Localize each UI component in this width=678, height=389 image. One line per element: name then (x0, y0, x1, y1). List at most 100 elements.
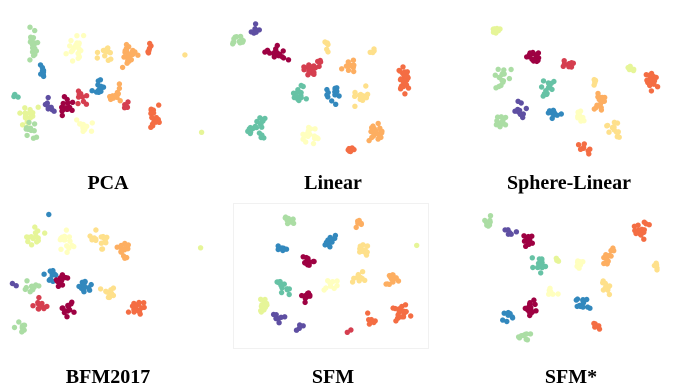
scatter-point (104, 46, 110, 52)
scatter-point (285, 57, 292, 63)
scatter-point (156, 102, 162, 108)
scatter-point (638, 232, 644, 238)
scatter-point (599, 94, 606, 101)
scatter-point (308, 126, 314, 132)
scatter-point (506, 75, 513, 82)
scatter-point (512, 108, 518, 114)
scatter-point (282, 215, 289, 221)
scatter-point (487, 213, 494, 219)
scatter-point (35, 104, 41, 110)
scatter-point (22, 105, 28, 111)
scatter-point (321, 287, 327, 293)
scatter-point (264, 302, 270, 308)
scatter-point (148, 124, 154, 130)
caption-sfm-star: SFM* (544, 366, 598, 388)
scatter-point (11, 324, 18, 331)
scatter-point (404, 69, 410, 75)
scatter-point (83, 93, 90, 99)
scatter-point (329, 279, 336, 285)
scatter-point (108, 287, 114, 293)
caption-pca: PCA (87, 172, 129, 194)
scatter-point (59, 112, 65, 119)
scatter-point (531, 297, 537, 303)
scatter-point (130, 51, 136, 58)
scatter-point (502, 114, 509, 121)
scatter-point (69, 58, 76, 64)
scatter-point (51, 271, 58, 277)
scatter-point (332, 89, 338, 95)
scatter-point (370, 49, 376, 56)
scatter-point (46, 211, 52, 218)
scatter-point (29, 283, 35, 289)
scatter-point (591, 106, 597, 112)
scatter-point (611, 127, 617, 133)
scatter-point (641, 219, 647, 225)
scatter-point (513, 229, 520, 235)
scatter-point (89, 88, 95, 94)
scatter-point (502, 122, 509, 128)
scatter-point (546, 287, 552, 294)
caption-sfm: SFM (311, 366, 355, 388)
scatter-point (363, 83, 369, 89)
scatter-point (538, 84, 545, 90)
scatter-point (495, 120, 501, 127)
scatter-point (252, 123, 258, 130)
scatter-point (497, 26, 503, 32)
scatter-point (278, 282, 284, 289)
scatter-point (505, 231, 512, 237)
scatter-point (150, 110, 157, 116)
scatter-point (69, 99, 76, 106)
scatter-point (384, 281, 390, 287)
scatter-point (93, 227, 99, 233)
scatter-point (359, 269, 366, 275)
scatter-point (94, 49, 101, 56)
scatter-point (280, 55, 287, 61)
scatter-point (116, 85, 123, 92)
scatter-point (345, 59, 351, 65)
scatter-point (25, 238, 31, 245)
scatter-point (44, 102, 50, 108)
scatter-point (402, 91, 408, 97)
scatter-point (40, 71, 46, 78)
scatter-point (97, 286, 104, 292)
scatter-point (356, 218, 362, 225)
scatter-point (518, 333, 525, 339)
scatter-point (33, 134, 40, 140)
scatter-point (290, 220, 297, 226)
scatter-point (27, 57, 33, 63)
scatter-point (21, 322, 27, 329)
scatter-point (352, 103, 358, 110)
scatter-point (606, 129, 612, 135)
scatter-point (26, 119, 32, 126)
scatter-point (32, 27, 38, 34)
scatter-point (66, 234, 73, 240)
scatter-point (33, 48, 40, 54)
scatter-point (31, 121, 38, 127)
scatter-point (104, 289, 110, 295)
scatter-point (653, 263, 659, 269)
scatter-point (68, 49, 74, 55)
scatter-point (259, 302, 265, 308)
scatter-point (527, 304, 534, 311)
scatter-point (119, 246, 125, 252)
scatter-point (75, 100, 81, 107)
scatter-point (264, 47, 271, 53)
scatter-point (651, 81, 657, 87)
scatter-point (602, 285, 609, 291)
scatter-point (402, 302, 409, 308)
scatter-point (270, 311, 277, 318)
scatter-point (351, 68, 357, 75)
scatter-point (64, 314, 70, 320)
scatter-point (546, 82, 553, 88)
scatter-point (230, 41, 236, 47)
scatter-point (327, 244, 333, 250)
scatter-point (614, 120, 621, 126)
scatter-point (327, 283, 334, 289)
scatter-point (405, 85, 412, 91)
scatter-point (362, 277, 368, 283)
scatter-point (19, 122, 26, 128)
scatter-point (357, 243, 363, 249)
scatter-point (298, 82, 304, 89)
scatter-point (63, 227, 70, 233)
scatter-point (102, 53, 108, 59)
